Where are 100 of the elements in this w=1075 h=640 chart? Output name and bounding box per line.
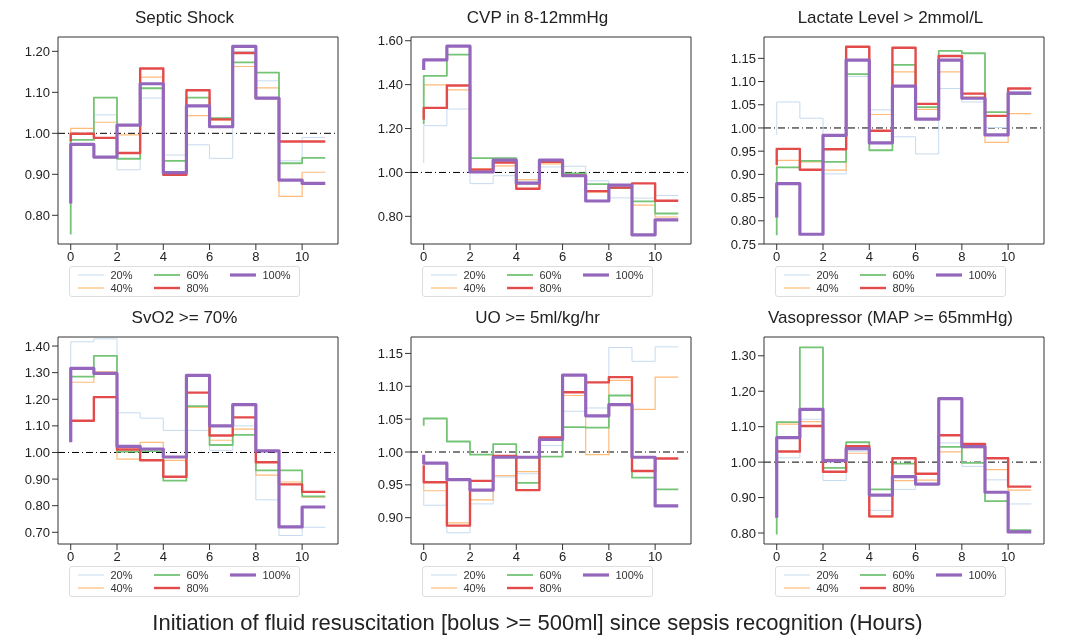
legend-label: 100% [615,569,644,581]
x-tick-label: 10 [647,549,663,565]
y-tick-label: 1.00 [24,445,50,461]
legend-label: 60% [539,569,562,581]
x-tick-label: 6 [558,249,567,265]
x-tick-label: 6 [558,549,567,565]
x-tick-label: 2 [466,549,474,565]
x-tick-label: 8 [958,249,966,265]
y-tick-label: 1.10 [24,84,50,100]
y-tick-label: 0.90 [24,471,50,487]
x-tick-label: 4 [865,549,873,565]
y-tick-label: 1.10 [730,419,756,435]
y-tick-label: 1.20 [730,383,756,399]
x-tick-label: 10 [1000,549,1016,565]
chart-title: Vasopressor (MAP >= 65mmHg) [767,308,1013,329]
x-tick-label: 10 [294,549,310,565]
y-tick-label: 0.90 [730,167,756,182]
legend-label: 80% [892,582,915,594]
legend-label: 40% [110,582,133,594]
x-tick-label: 6 [205,249,214,265]
y-tick-label: 0.90 [377,510,403,526]
legend-label: 20% [110,569,133,581]
x-tick-label: 4 [159,549,167,565]
x-tick-label: 2 [819,549,827,565]
legend-label: 60% [892,569,915,581]
y-tick-label: 1.00 [377,444,403,460]
y-tick-label: 0.90 [730,490,756,506]
y-tick-label: 1.00 [377,165,403,181]
x-tick-label: 2 [466,249,474,265]
legend-label: 60% [186,269,209,281]
y-tick-label: 0.75 [730,236,756,252]
chart-title: SvO2 >= 70% [131,308,238,329]
legend-label: 40% [463,282,486,294]
chart-title: UO >= 5ml/kg/hr [475,308,600,329]
x-tick-label: 4 [159,249,167,265]
y-tick-label: 1.00 [24,125,50,141]
legend-label: 40% [816,282,839,294]
x-axis-title: Initiation of fluid resuscitation [bolus >= 500ml] since sepsis recognition (Hours) [151,610,924,636]
legend-label: 100% [968,569,997,581]
y-tick-label: 0.80 [730,525,756,541]
x-tick-label: 8 [958,549,966,565]
y-tick-label: 0.80 [24,207,50,223]
legend-label: 40% [110,282,133,294]
x-tick-label: 8 [252,249,260,265]
legend-label: 20% [110,269,133,281]
legend-label: 20% [463,569,486,581]
y-tick-label: 1.15 [377,346,403,362]
x-tick-label: 0 [773,249,781,265]
legend-label: 20% [463,269,486,281]
legend-label: 80% [539,282,562,294]
x-tick-label: 2 [113,249,121,265]
y-tick-label: 1.20 [24,43,50,59]
legend-label: 80% [539,582,562,594]
legend-label: 100% [968,269,997,281]
legend-label: 40% [463,582,486,594]
legend-label: 100% [615,269,644,281]
x-tick-label: 10 [1000,249,1016,265]
x-tick-label: 6 [205,549,214,565]
y-tick-label: 1.05 [377,411,403,427]
legend-label: 20% [816,569,839,581]
y-tick-label: 1.40 [24,338,50,354]
y-tick-label: 0.80 [24,498,50,514]
y-tick-label: 0.95 [377,477,403,493]
x-tick-label: 0 [420,249,428,265]
x-tick-label: 4 [865,249,873,265]
x-tick-label: 4 [512,249,520,265]
y-tick-label: 1.15 [730,50,756,66]
y-tick-label: 0.95 [730,143,756,159]
legend-label: 60% [186,569,209,581]
x-tick-label: 6 [911,249,920,265]
y-tick-label: 1.10 [730,74,756,90]
legend-label: 80% [186,582,209,594]
x-tick-label: 0 [773,549,781,565]
chart-title: CVP in 8-12mmHg [466,8,609,29]
legend-label: 100% [262,269,291,281]
y-tick-label: 1.40 [377,77,403,93]
y-tick-label: 1.10 [24,418,50,434]
y-tick-label: 0.80 [730,213,756,229]
y-tick-label: 1.00 [730,454,756,470]
y-tick-label: 0.70 [24,524,50,540]
legend-label: 80% [892,282,915,294]
x-tick-label: 2 [819,249,827,265]
chart-title: Lactate Level > 2mmol/L [797,8,984,29]
y-tick-label: 1.20 [24,391,50,407]
legend-label: 100% [262,569,291,581]
y-tick-label: 1.30 [24,365,50,381]
y-tick-label: 1.30 [730,348,756,364]
y-tick-label: 0.80 [377,208,403,224]
y-tick-label: 1.05 [730,97,756,113]
x-tick-label: 2 [113,549,121,565]
x-tick-label: 8 [252,549,260,565]
x-tick-label: 0 [420,549,428,565]
x-tick-label: 8 [605,249,613,265]
y-tick-label: 0.85 [730,190,756,206]
x-tick-label: 0 [67,249,75,265]
x-tick-label: 8 [605,549,613,565]
y-tick-label: 1.10 [377,378,403,394]
legend-label: 20% [816,269,839,281]
legend-label: 60% [539,269,562,281]
legend-label: 40% [816,582,839,594]
